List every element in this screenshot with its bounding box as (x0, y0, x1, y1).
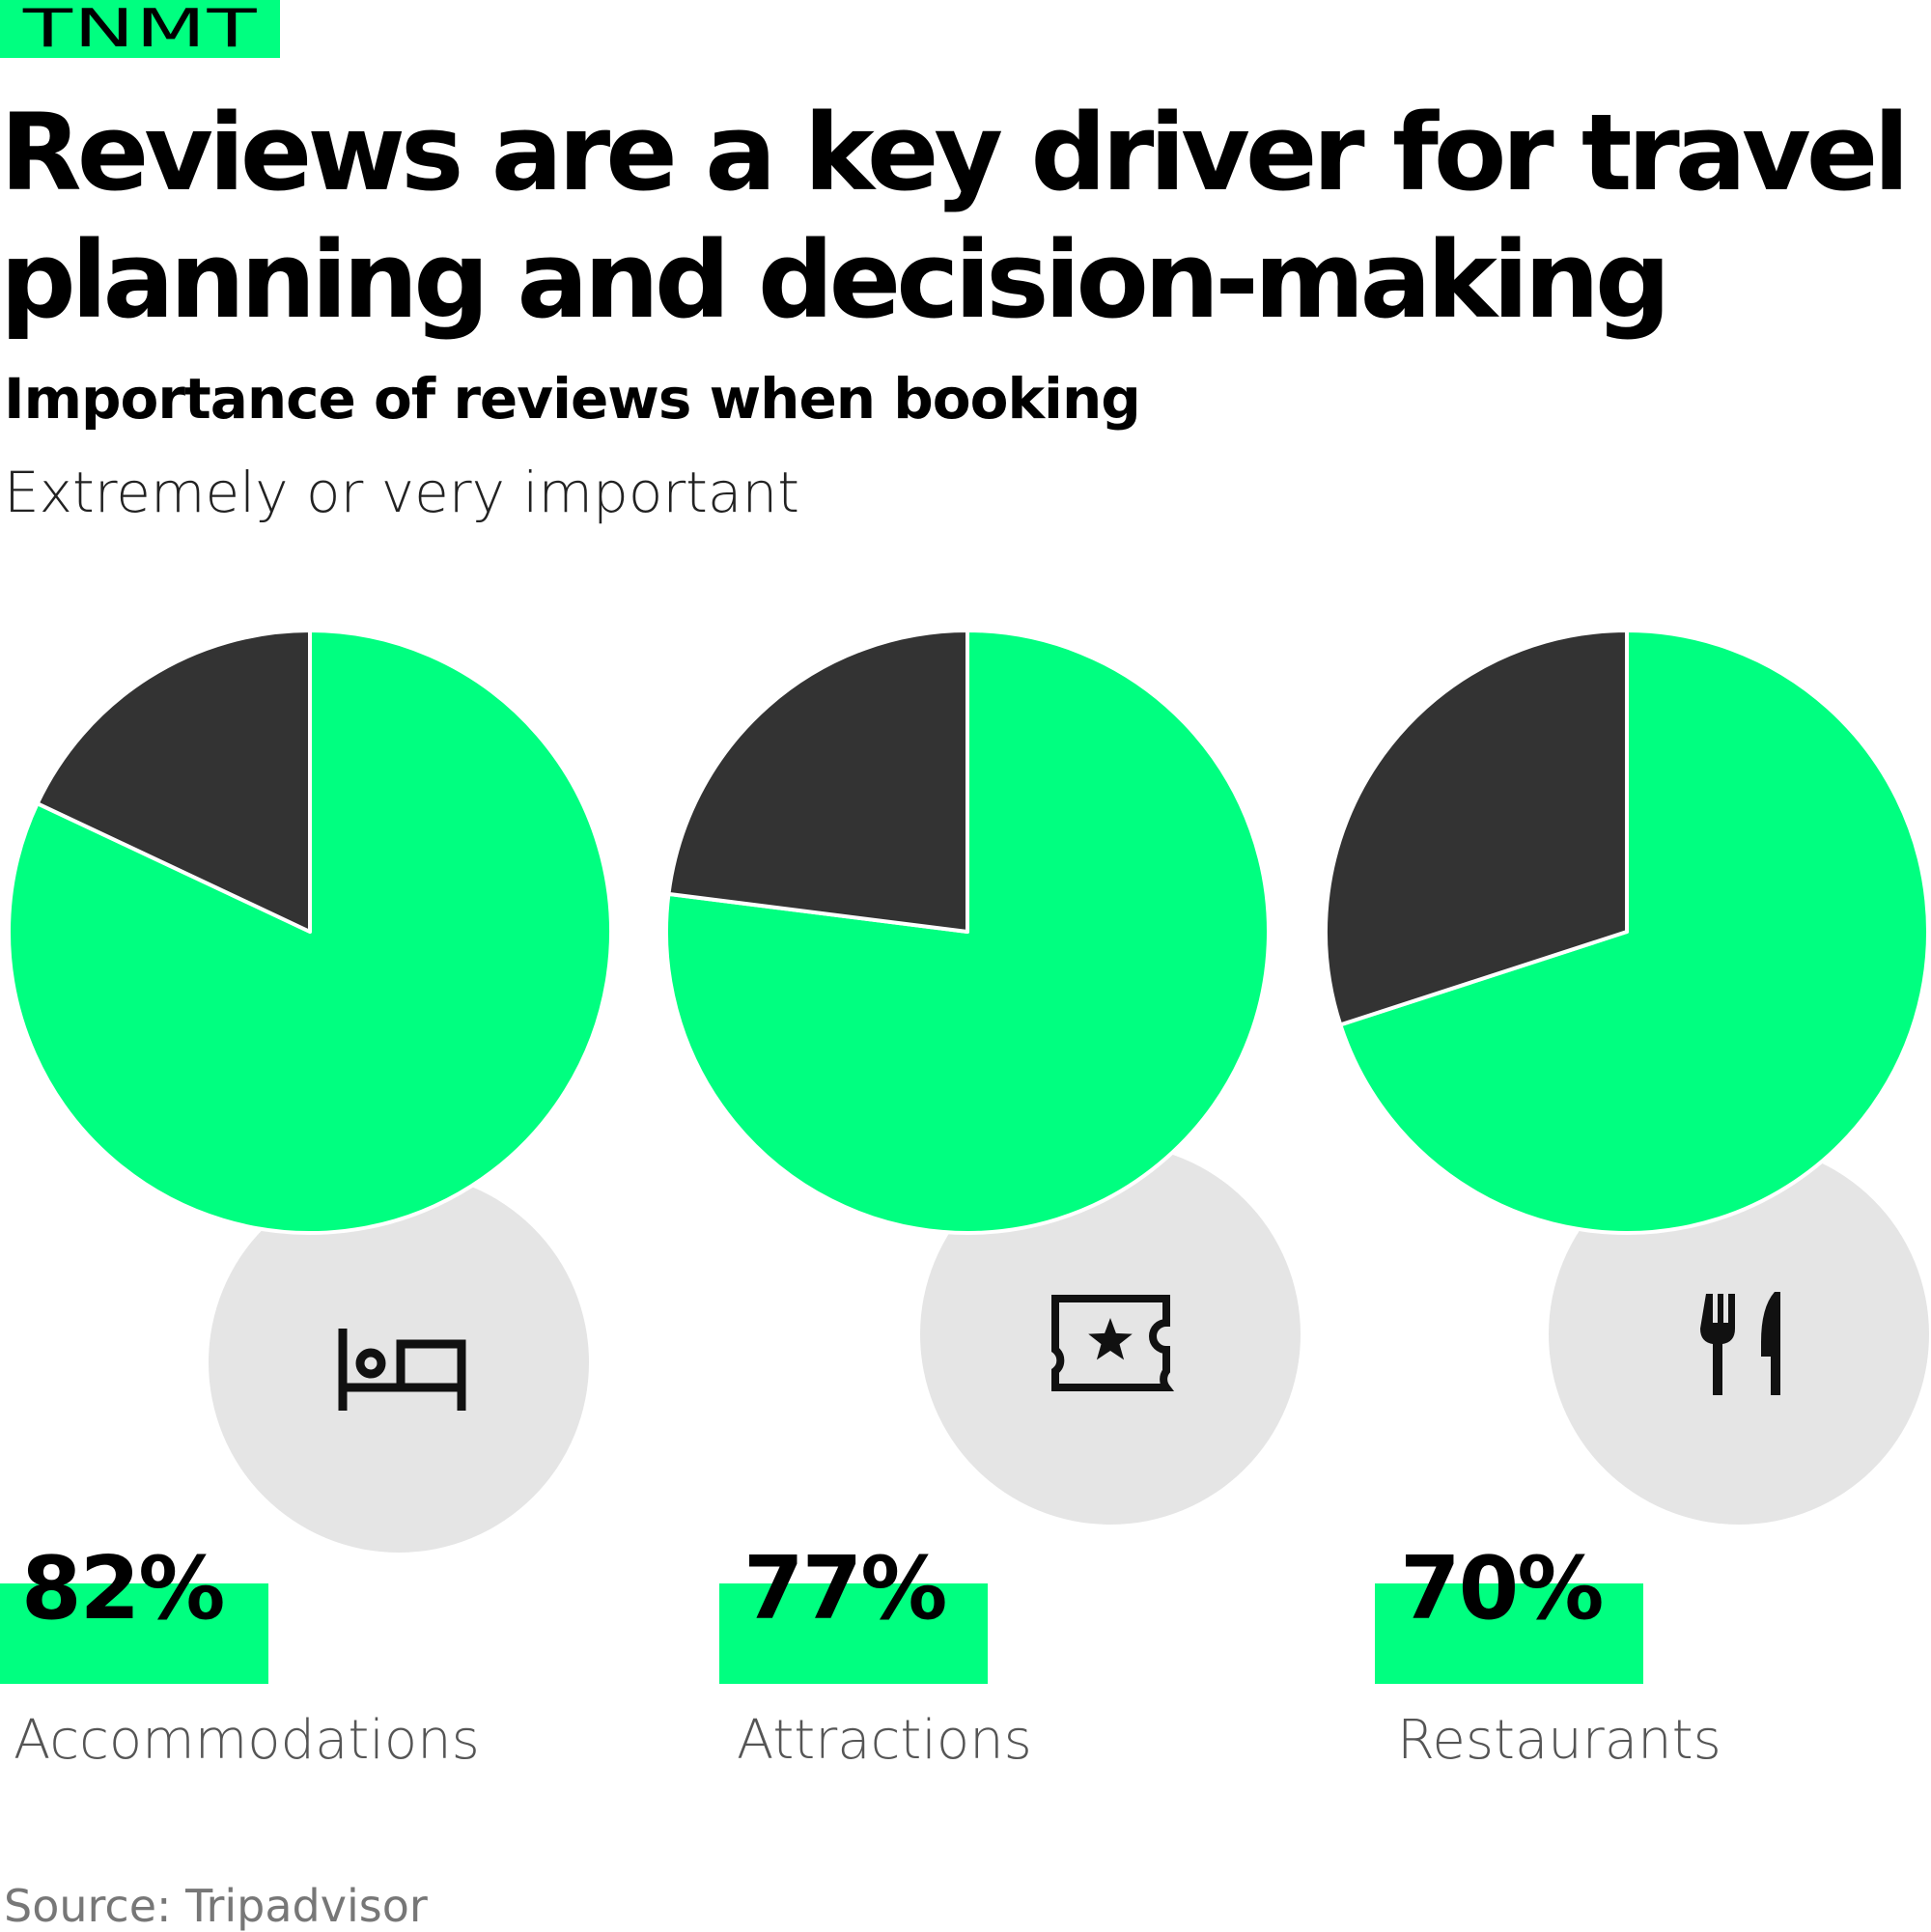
pie-slice-accommodations-remainder (35, 629, 312, 934)
icon-circle-restaurants (1549, 1144, 1929, 1525)
value-highlight-1 (719, 1583, 988, 1684)
value-highlight-2 (1375, 1583, 1643, 1684)
brand-logo: TNMT (0, 0, 280, 58)
value-label-attractions: 77% (743, 1538, 947, 1639)
chart-subtitle: Importance of reviews when booking (4, 366, 1141, 432)
pie-attractions (664, 629, 1271, 1235)
value-label-accommodations: 82% (21, 1538, 225, 1639)
bed-icon (338, 1329, 466, 1411)
fork-knife-icon (1700, 1292, 1780, 1395)
category-label-attractions: Attractions (737, 1709, 1032, 1772)
brand-logo-text: TNMT (22, 0, 258, 59)
pie-restaurants (1324, 629, 1930, 1235)
source-note: Source: Tripadvisor (4, 1880, 428, 1932)
pie-accommodations (7, 629, 613, 1235)
pie-slice-restaurants-remainder (1324, 629, 1629, 1027)
ticket-icon (1051, 1295, 1175, 1391)
chart-title: Reviews are a key driver for travel plan… (0, 91, 1910, 342)
pie-slice-attractions-value (664, 629, 1271, 1235)
pie-slice-attractions-remainder (666, 629, 969, 934)
category-label-restaurants: Restaurants (1397, 1709, 1721, 1772)
chart-measure-label: Extremely or very important (4, 460, 799, 525)
category-label-accommodations: Accommodations (14, 1709, 480, 1772)
pie-slice-restaurants-value (1338, 629, 1930, 1235)
value-label-restaurants: 70% (1400, 1538, 1604, 1639)
value-highlight-0 (0, 1583, 268, 1684)
